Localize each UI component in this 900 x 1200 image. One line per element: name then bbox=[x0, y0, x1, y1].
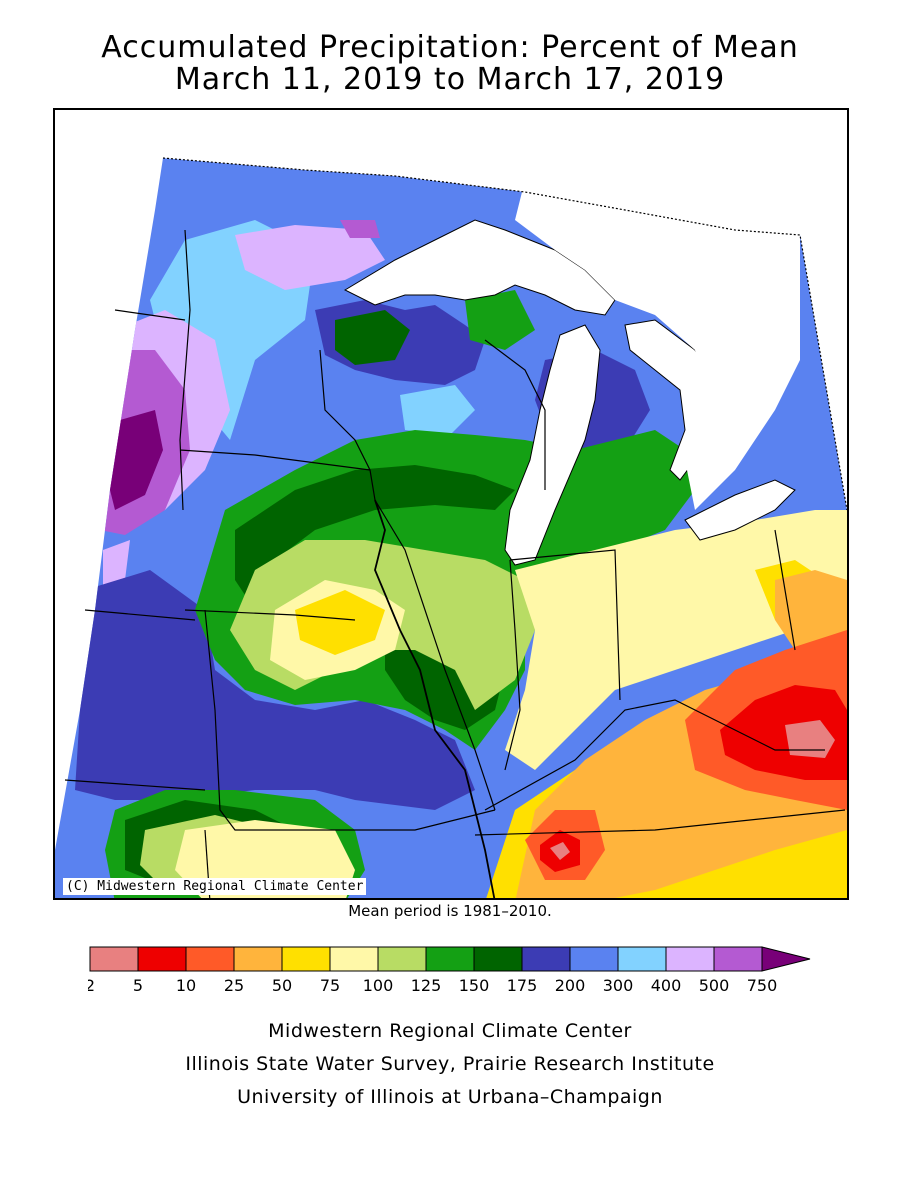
copyright-label: (C) Midwestern Regional Climate Center bbox=[63, 878, 367, 895]
field-125-150-n bbox=[465, 290, 535, 350]
legend-swatch-13 bbox=[713, 946, 763, 972]
lake-erie bbox=[684, 479, 796, 541]
color-legend: 2 5 10 25 50 75 100 125 150 175 200 300 400 500 750 bbox=[88, 946, 811, 995]
lake-michigan bbox=[504, 324, 601, 566]
legend-tick-label: 125 bbox=[411, 976, 442, 995]
ks-border bbox=[64, 779, 206, 791]
legend-tick-label: 200 bbox=[555, 976, 586, 995]
credit-line1: Midwestern Regional Climate Center bbox=[268, 1020, 632, 1042]
field-150-175-c bbox=[235, 465, 515, 610]
field-400-500-n bbox=[235, 225, 385, 290]
mississippi-river bbox=[374, 499, 496, 898]
legend-tick-label: 175 bbox=[507, 976, 538, 995]
mn-wi-border bbox=[319, 349, 376, 501]
ky-border bbox=[484, 699, 825, 811]
tn-border bbox=[474, 809, 846, 836]
legend-tick-label: 750 bbox=[747, 976, 778, 995]
legend-tick-label: 400 bbox=[651, 976, 682, 995]
field-2-5-s bbox=[550, 842, 570, 860]
legend-swatch-4 bbox=[281, 946, 331, 972]
il-border bbox=[374, 499, 496, 811]
legend-tick-label: 10 bbox=[176, 976, 196, 995]
mean-period-note: Mean period is 1981–2010. bbox=[348, 902, 552, 920]
legend-swatch-11 bbox=[617, 946, 667, 972]
legend-tick-label: 50 bbox=[272, 976, 292, 995]
legend-swatch-9 bbox=[521, 946, 571, 972]
canada-area bbox=[515, 150, 800, 510]
field-150-175-n bbox=[335, 310, 410, 365]
in-oh-border bbox=[509, 549, 621, 701]
legend-tick-label: 300 bbox=[603, 976, 634, 995]
sd-border bbox=[114, 309, 186, 321]
field-500-750-n bbox=[340, 220, 380, 238]
legend-tick-label: 100 bbox=[363, 976, 394, 995]
legend-swatch-7 bbox=[425, 946, 475, 972]
wi-mi-border bbox=[484, 339, 546, 490]
legend-tick-label: 5 bbox=[133, 976, 143, 995]
great-lakes bbox=[163, 110, 847, 566]
field-2-5-e bbox=[785, 720, 835, 758]
field-50-75-c bbox=[295, 590, 385, 655]
precipitation-map: (C) Midwestern Regional Climate Center bbox=[53, 108, 849, 900]
ia-border-s bbox=[184, 609, 356, 621]
map-title-line2: March 11, 2019 to March 17, 2019 bbox=[174, 62, 726, 97]
legend-tick-label: 2 bbox=[88, 976, 95, 995]
legend-swatch-2 bbox=[185, 946, 235, 972]
legend-swatch-6 bbox=[377, 946, 427, 972]
il-in-border bbox=[504, 559, 521, 771]
legend-swatch-12 bbox=[665, 946, 715, 972]
domain-outline bbox=[162, 157, 847, 511]
oh-border-e bbox=[774, 529, 796, 651]
field-25-50-ne bbox=[775, 570, 847, 650]
legend-swatch-5 bbox=[329, 946, 379, 972]
legend-tick-label: 150 bbox=[459, 976, 490, 995]
legend-swatch-1 bbox=[137, 946, 187, 972]
lake-superior bbox=[343, 219, 616, 316]
credit-line3: University of Illinois at Urbana–Champai… bbox=[237, 1086, 663, 1108]
legend-tick-label: 500 bbox=[699, 976, 730, 995]
legend-swatch-3 bbox=[233, 946, 283, 972]
mo-border bbox=[204, 609, 496, 831]
field-400-500-s bbox=[103, 540, 130, 585]
legend-swatch-8 bbox=[473, 946, 523, 972]
field-300-400-mi bbox=[400, 385, 475, 435]
field-175-200-w bbox=[75, 570, 475, 810]
map-title-line1: Accumulated Precipitation: Percent of Me… bbox=[101, 30, 799, 65]
legend-tick-label: 75 bbox=[320, 976, 340, 995]
canada-north bbox=[163, 110, 847, 235]
map-svg bbox=[55, 110, 847, 898]
legend-swatch-0 bbox=[89, 946, 139, 972]
mn-dakota-border bbox=[179, 229, 191, 511]
ne-border bbox=[84, 609, 196, 621]
field-over-750 bbox=[105, 410, 163, 510]
legend-swatch-10 bbox=[569, 946, 619, 972]
credit-line2: Illinois State Water Survey, Prairie Res… bbox=[185, 1053, 715, 1075]
ia-border-n bbox=[179, 449, 371, 471]
legend-arrow-swatch bbox=[761, 946, 811, 972]
legend-tick-label: 25 bbox=[224, 976, 244, 995]
state-boundaries bbox=[64, 229, 846, 898]
